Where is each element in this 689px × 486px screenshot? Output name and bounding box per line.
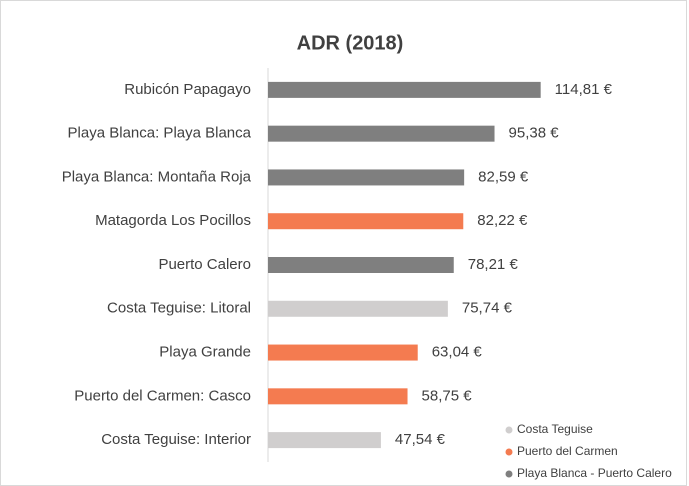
bar bbox=[268, 432, 381, 449]
bar bbox=[268, 213, 464, 230]
y-tick-label: Playa Grande bbox=[159, 344, 251, 361]
y-tick-label: Puerto Calero bbox=[158, 256, 251, 273]
y-tick-label: Rubicón Papagayo bbox=[124, 81, 251, 98]
bar bbox=[268, 344, 418, 361]
data-label: 95,38 € bbox=[509, 125, 560, 142]
data-label: 47,54 € bbox=[395, 431, 446, 448]
data-label: 78,21 € bbox=[468, 256, 519, 273]
data-label: 82,59 € bbox=[478, 168, 529, 185]
legend-label: Playa Blanca - Puerto Calero bbox=[517, 466, 672, 480]
bar bbox=[268, 81, 541, 98]
y-tick-label: Costa Teguise: Litoral bbox=[107, 300, 251, 317]
y-tick-label: Playa Blanca: Playa Blanca bbox=[68, 125, 252, 142]
y-tick-label: Playa Blanca: Montaña Roja bbox=[62, 168, 252, 185]
legend-marker bbox=[505, 426, 513, 434]
data-label: 114,81 € bbox=[555, 81, 613, 98]
legend-label: Costa Teguise bbox=[517, 422, 593, 436]
data-label: 63,04 € bbox=[432, 344, 483, 361]
bar bbox=[268, 257, 454, 273]
data-label: 75,74 € bbox=[462, 300, 513, 317]
chart-title: ADR (2018) bbox=[297, 32, 404, 54]
y-tick-label: Costa Teguise: Interior bbox=[101, 431, 251, 448]
bar bbox=[268, 388, 408, 405]
legend-label: Puerto del Carmen bbox=[517, 444, 618, 458]
y-tick-label: Puerto del Carmen: Casco bbox=[74, 387, 251, 404]
data-label: 82,22 € bbox=[477, 212, 528, 229]
legend-marker bbox=[505, 470, 513, 478]
bar bbox=[268, 125, 495, 142]
bar bbox=[268, 169, 465, 186]
legend-marker bbox=[505, 448, 513, 456]
data-label: 58,75 € bbox=[422, 387, 473, 404]
y-tick-label: Matagorda Los Pocillos bbox=[95, 212, 251, 229]
bar bbox=[268, 300, 448, 317]
